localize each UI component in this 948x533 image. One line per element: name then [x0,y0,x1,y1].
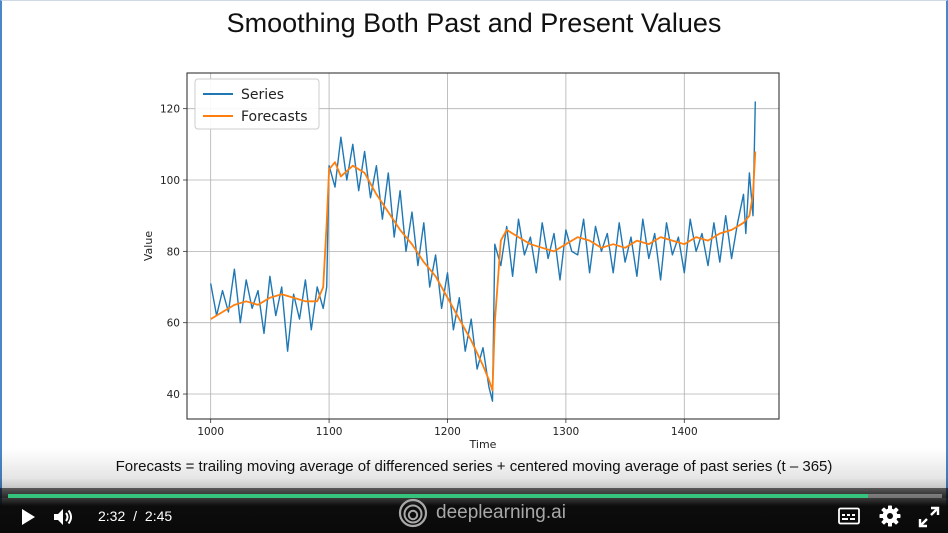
volume-icon [54,509,72,525]
gear-icon [879,505,901,527]
slide-caption: Forecasts = trailing moving average of d… [115,458,833,475]
legend-label: Series [241,87,284,103]
y-tick-label: 40 [167,389,180,401]
play-icon [22,509,35,525]
x-tick-label: 1300 [553,426,580,438]
current-time: 2:32 [98,508,126,524]
captions-button[interactable] [838,507,860,525]
brand-name: deeplearning.ai [436,502,566,523]
x-axis-label: Time [469,438,497,451]
deeplearning-logo-icon [398,498,428,528]
series-line-forecasts [210,151,757,392]
series-line-series [210,101,756,402]
time-display: 2:32 / 2:45 [98,508,172,524]
brand-watermark: deeplearning.ai [398,498,566,528]
x-tick-label: 1200 [434,426,461,438]
legend-label: Forecasts [241,109,308,125]
y-tick-label: 80 [167,246,180,258]
chart: 1000 1100 1200 1300 1400 40 60 80 100 120 Time Valu… [142,72,780,451]
progress-fill [8,494,869,498]
progress-bar[interactable] [8,494,942,498]
settings-button[interactable] [879,505,901,527]
captions-icon [838,507,860,525]
duration: 2:45 [144,508,173,524]
y-axis-label: Value [142,231,155,261]
y-tick-label: 60 [167,318,180,330]
y-tick-label: 100 [160,175,180,187]
fullscreen-button[interactable] [918,506,940,528]
x-tick-label: 1400 [671,426,698,438]
slide-title: Smoothing Both Past and Present Values [226,8,722,38]
plot-frame [186,72,780,420]
time-separator: / [133,508,138,524]
fullscreen-icon [918,506,940,528]
y-tick-label: 120 [160,104,180,116]
x-tick-label: 1100 [316,426,343,438]
volume-button[interactable] [52,506,76,528]
x-tick-label: 1000 [197,426,224,438]
play-button[interactable] [18,507,38,527]
